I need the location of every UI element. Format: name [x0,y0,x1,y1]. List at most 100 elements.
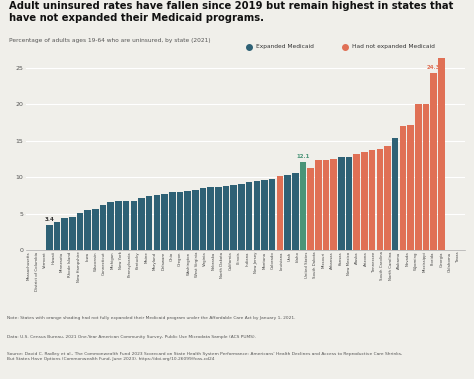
Bar [330,159,337,250]
Text: Florida: Florida [431,251,435,265]
Bar [123,201,129,250]
Text: North Dakota: North Dakota [220,251,224,277]
Bar [423,104,429,250]
Text: West Virginia: West Virginia [195,251,199,277]
Text: Expanded Medicaid: Expanded Medicaid [256,44,314,49]
Bar [361,152,368,250]
Text: Minnesota: Minnesota [60,251,64,272]
Bar [215,186,222,250]
Bar [223,186,229,250]
Text: Arizona: Arizona [364,251,367,266]
Text: Wyoming: Wyoming [414,251,418,270]
Bar [254,181,260,250]
Text: Indiana: Indiana [246,251,249,266]
Text: Connecticut: Connecticut [102,251,106,275]
Text: Pennsylvania: Pennsylvania [128,251,131,277]
Text: Illinois: Illinois [237,251,241,264]
Text: Nevada: Nevada [406,251,410,266]
Bar [200,188,206,250]
Bar [384,147,391,250]
Bar [230,185,237,250]
Text: Delaware: Delaware [161,251,165,270]
Text: New Hampshire: New Hampshire [77,251,81,282]
Text: Michigan: Michigan [110,251,115,269]
Bar [46,226,53,250]
Text: Kansas: Kansas [338,251,342,265]
Bar [130,200,137,250]
Text: District of Columbia: District of Columbia [35,251,39,291]
Bar [407,125,414,250]
Bar [154,196,160,250]
Bar [146,196,153,250]
Text: Idaho: Idaho [296,251,300,262]
Bar [323,160,329,250]
Text: Adult uninsured rates have fallen since 2019 but remain highest in states that
h: Adult uninsured rates have fallen since … [9,1,454,23]
Text: Alabama: Alabama [397,251,401,269]
Text: Massachusetts: Massachusetts [26,251,30,280]
Bar [100,205,106,250]
Text: North Carolina: North Carolina [389,251,393,280]
Bar [69,216,75,250]
Bar [192,190,199,250]
Text: Mississippi: Mississippi [423,251,427,272]
Text: Utah: Utah [288,251,292,261]
Text: Maine: Maine [144,251,148,263]
Text: Percentage of adults ages 19-64 who are uninsured, by state (2021): Percentage of adults ages 19-64 who are … [9,38,211,43]
Text: Had not expanded Medicaid: Had not expanded Medicaid [352,44,435,49]
Text: Louisiana: Louisiana [279,251,283,270]
Text: Kentucky: Kentucky [136,251,140,269]
Bar [277,176,283,250]
Bar [376,149,383,250]
Text: Texas: Texas [456,251,460,262]
Bar [92,208,99,250]
Bar [292,174,299,250]
Bar [138,197,145,250]
Text: Wisconsin: Wisconsin [94,251,98,271]
Text: Source: David C. Radley et al., The Commonwealth Fund 2023 Scorecard on State He: Source: David C. Radley et al., The Comm… [7,352,402,361]
Bar [354,154,360,250]
Text: New Jersey: New Jersey [254,251,258,273]
Bar [108,202,114,250]
Bar [77,213,83,250]
Bar [430,73,437,250]
Text: Data: U.S. Census Bureau, 2021 One-Year American Community Survey, Public Use Mi: Data: U.S. Census Bureau, 2021 One-Year … [7,335,256,339]
Text: South Carolina: South Carolina [381,251,384,280]
Bar [184,191,191,250]
Text: South Dakota: South Dakota [313,251,317,278]
Text: Tennessee: Tennessee [372,251,376,272]
Text: Virginia: Virginia [203,251,207,266]
Text: Vermont: Vermont [43,251,47,268]
Text: Note: States with orange shading had not fully expanded their Medicaid program u: Note: States with orange shading had not… [7,316,296,320]
Text: New Mexico: New Mexico [346,251,351,275]
Bar [61,218,68,250]
Text: Missouri: Missouri [321,251,325,268]
Bar [392,138,399,250]
Bar [54,222,60,250]
Text: California: California [228,251,233,270]
Text: Alaska: Alaska [355,251,359,264]
Text: Hawaii: Hawaii [52,251,55,265]
Text: Iowa: Iowa [85,251,89,260]
Bar [400,126,406,250]
Bar [346,157,352,250]
Text: Rhode Island: Rhode Island [68,251,73,277]
Text: Ohio: Ohio [170,251,173,261]
Text: Maryland: Maryland [153,251,157,269]
Text: 12.1: 12.1 [296,154,310,159]
Bar [177,192,183,250]
Bar [315,160,321,250]
Bar [115,201,122,250]
Text: Oklahoma: Oklahoma [448,251,452,272]
Text: Montana: Montana [263,251,266,269]
Text: Nebraska: Nebraska [212,251,216,270]
Bar [84,210,91,250]
Bar [161,194,168,250]
Text: Arkansas: Arkansas [330,251,334,269]
Bar [300,162,306,250]
Text: New York: New York [119,251,123,269]
Text: Georgia: Georgia [439,251,444,267]
Text: 3.4: 3.4 [45,218,54,222]
Bar [246,182,253,250]
Bar [284,175,291,250]
Bar [438,58,445,250]
